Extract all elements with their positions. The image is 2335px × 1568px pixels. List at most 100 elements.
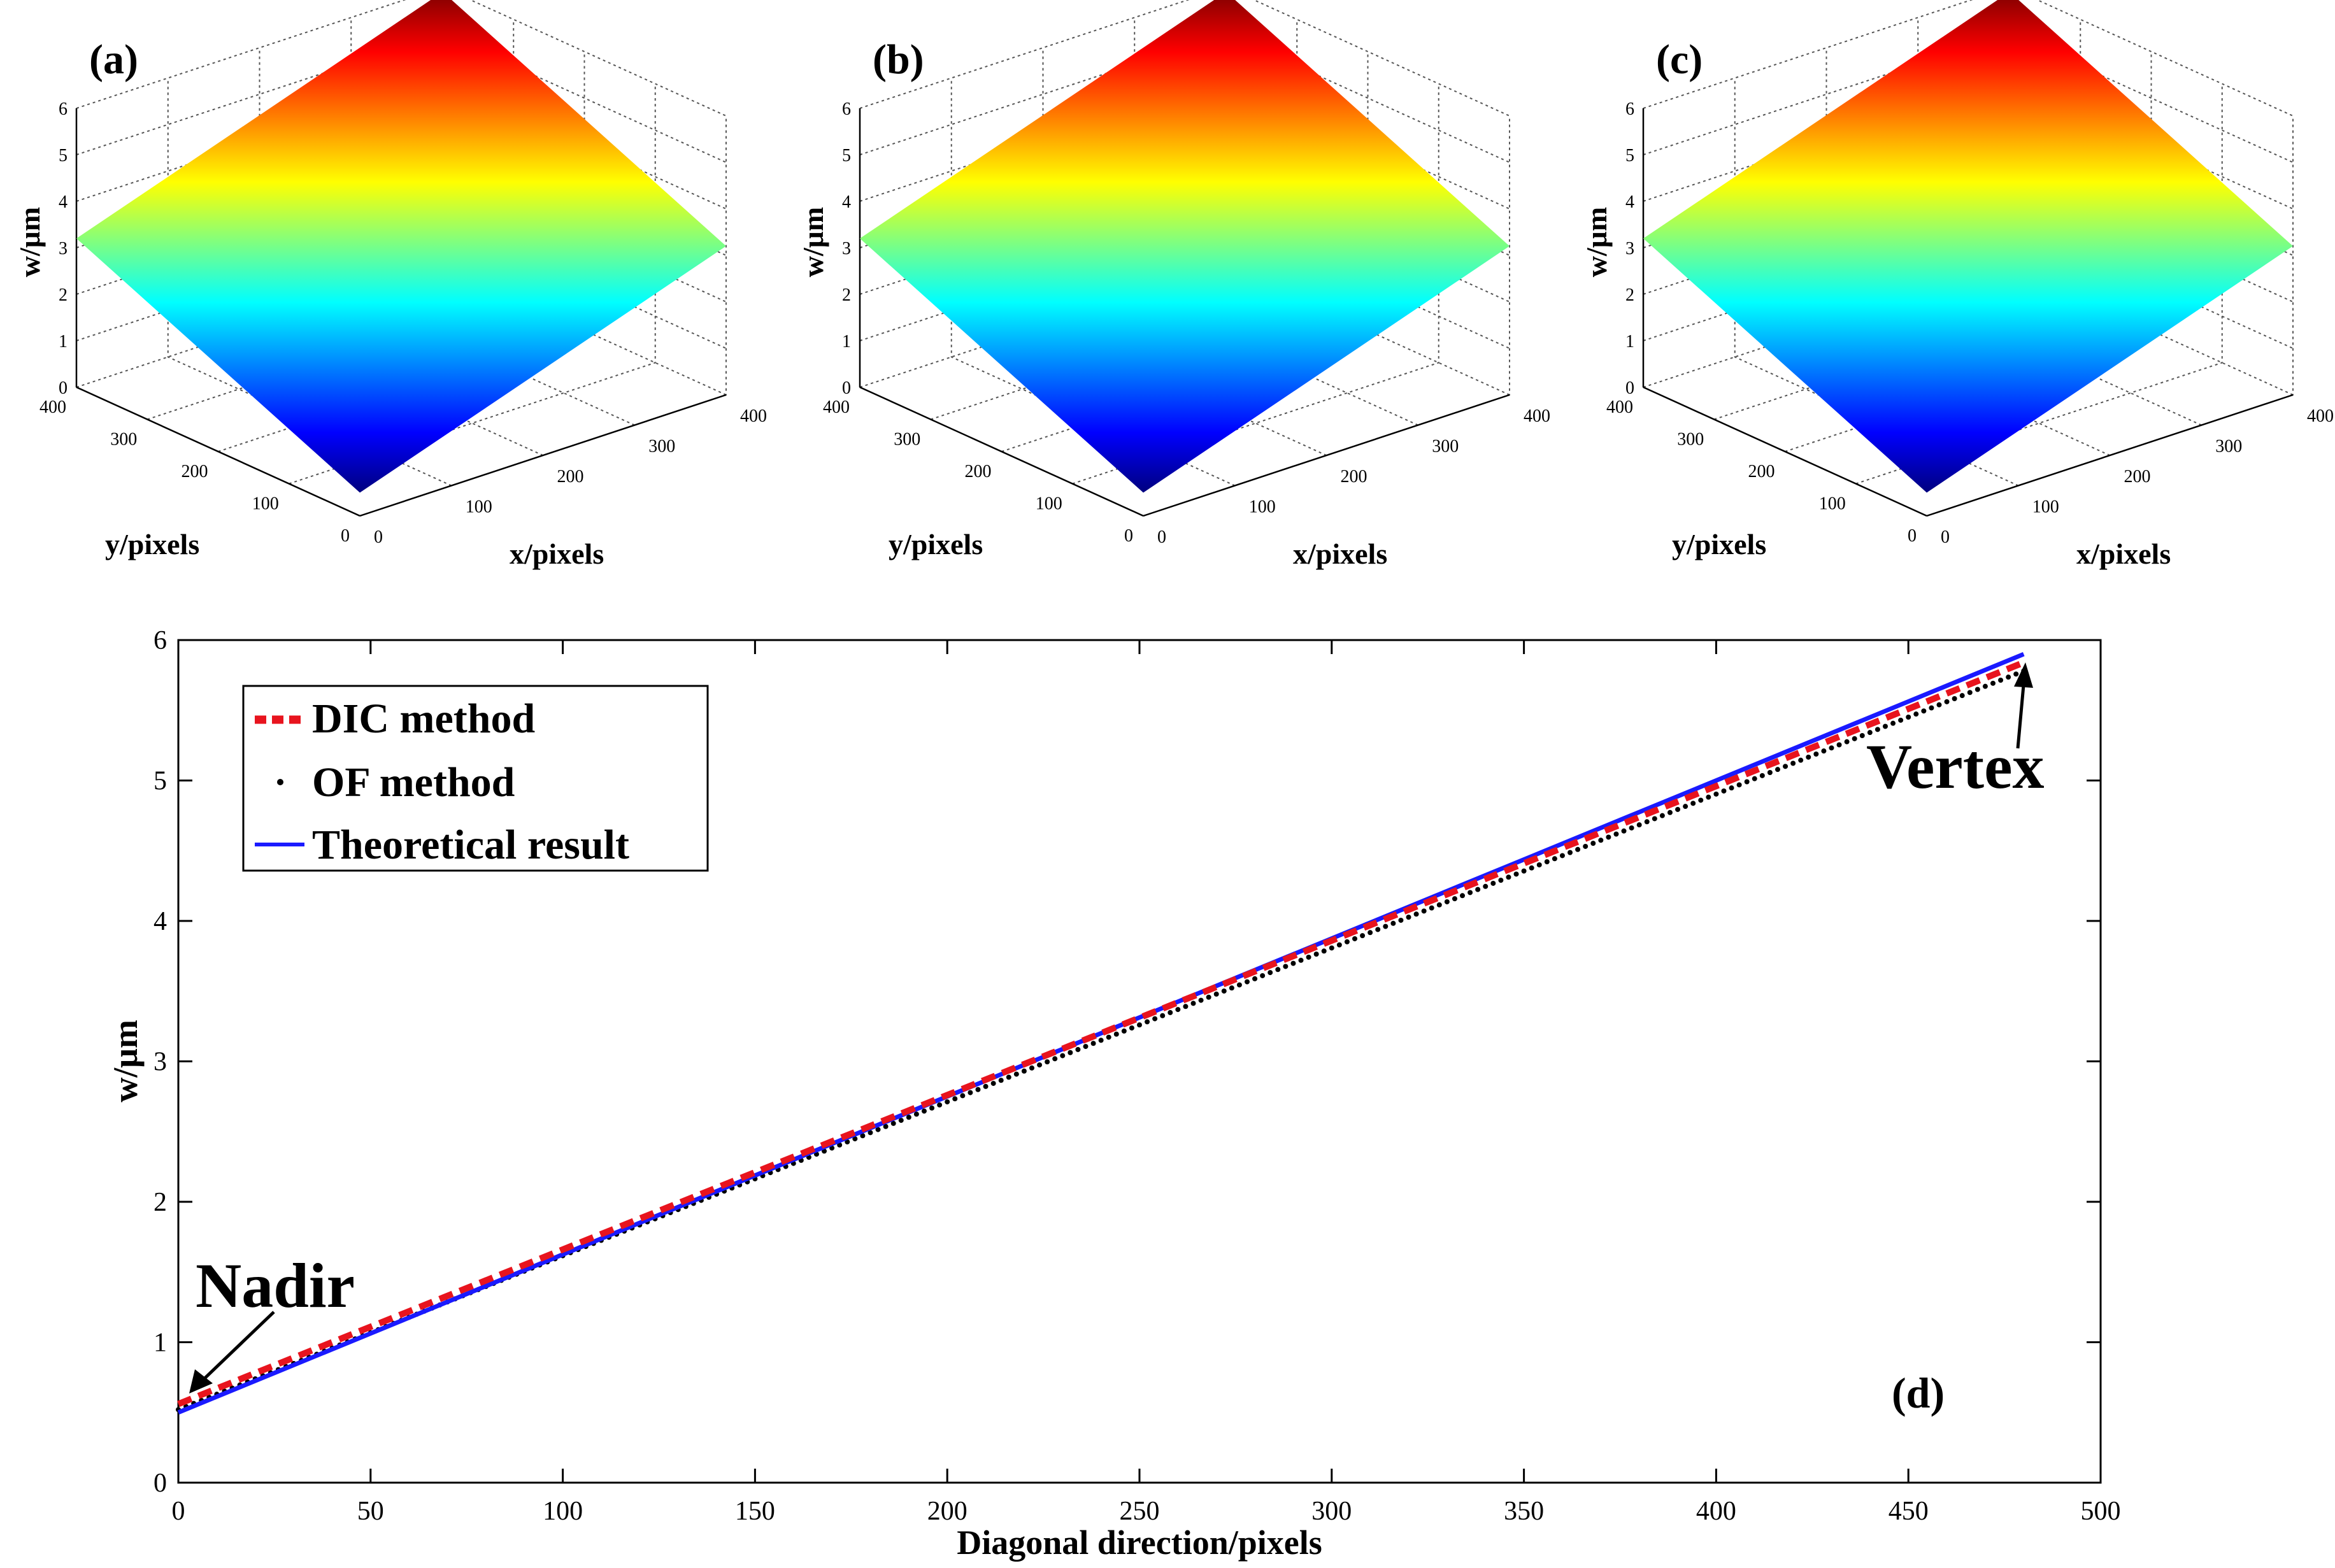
of-method-point xyxy=(1106,1034,1111,1040)
vertex-arrowhead xyxy=(2014,662,2033,688)
of-method-point xyxy=(1313,951,1319,957)
of-method-point xyxy=(1436,902,1442,908)
of-method-point xyxy=(1360,933,1366,939)
annotation-nadir: Nadir xyxy=(196,1250,355,1321)
x-tick-label: 400 xyxy=(1524,406,1550,426)
of-method-point xyxy=(1913,711,1919,717)
of-method-point xyxy=(1113,1031,1119,1037)
of-method-point xyxy=(1383,923,1389,929)
y-tick-label: 2 xyxy=(154,1188,167,1217)
y-axis xyxy=(76,386,361,517)
y-tick-label: 3 xyxy=(154,1048,167,1077)
of-method-point xyxy=(1621,828,1627,834)
z-tick-label: 6 xyxy=(1625,99,1634,119)
of-method-point xyxy=(868,1130,873,1136)
of-method-point xyxy=(1744,779,1750,785)
of-method-point xyxy=(1236,982,1242,988)
y-tick-label: 400 xyxy=(823,397,850,417)
of-method-point xyxy=(1083,1044,1089,1050)
z-tick-label: 0 xyxy=(1625,378,1634,398)
of-method-point xyxy=(1982,683,1988,689)
of-method-point xyxy=(1121,1028,1127,1034)
of-method-point xyxy=(1037,1062,1043,1068)
y-axis xyxy=(1643,386,1927,517)
of-method-point xyxy=(1336,942,1342,948)
of-method-point xyxy=(1882,723,1888,729)
of-method-point xyxy=(1329,945,1334,951)
of-method-point xyxy=(1090,1041,1096,1046)
y-tick-label: 200 xyxy=(1748,462,1775,481)
y-tick-label: 400 xyxy=(39,397,66,417)
of-method-point xyxy=(1552,856,1557,862)
of-method-point xyxy=(1606,834,1611,840)
x-tick-label: 200 xyxy=(2124,467,2151,487)
z-tick-label: 3 xyxy=(59,239,68,259)
data-series xyxy=(176,652,2027,1415)
of-method-point xyxy=(1683,804,1689,809)
z-tick-label: 3 xyxy=(842,239,851,259)
of-method-point xyxy=(1667,809,1673,815)
y-tick-label: 100 xyxy=(1036,494,1062,514)
of-method-point xyxy=(1206,994,1211,1000)
y-axis-label-c: y/pixels xyxy=(1672,528,1766,560)
y-axis-label-d: w/μm xyxy=(106,1020,145,1102)
of-method-point xyxy=(1013,1071,1019,1077)
z-tick-label: 3 xyxy=(1625,239,1634,259)
of-method-point xyxy=(1460,893,1466,899)
of-method-point xyxy=(1967,690,1973,695)
of-method-point xyxy=(1644,819,1650,825)
panel-label-d: (d) xyxy=(1892,1369,1945,1417)
x-tick-label: 400 xyxy=(2307,406,2334,426)
surface-mesh xyxy=(1643,0,2293,493)
y-tick-label: 300 xyxy=(110,430,137,450)
of-method-point xyxy=(1045,1059,1050,1065)
of-method-point xyxy=(1675,806,1681,812)
of-method-point xyxy=(1798,757,1804,763)
of-method-point xyxy=(1075,1046,1081,1052)
panel-label-b: (b) xyxy=(873,36,924,83)
x-tick-label: 400 xyxy=(740,406,767,426)
of-method-point xyxy=(1513,871,1519,877)
y-tick-label: 6 xyxy=(154,626,167,655)
of-method-point xyxy=(1974,687,1980,692)
z-tick-label: 2 xyxy=(842,285,851,305)
of-method-point xyxy=(1567,850,1573,855)
x-tick-label: 200 xyxy=(557,467,584,487)
of-method-point xyxy=(929,1105,935,1111)
y-tick-label: 0 xyxy=(1908,526,1917,546)
of-method-point xyxy=(1813,751,1819,757)
of-method-point xyxy=(1490,880,1496,886)
of-method-point xyxy=(1275,967,1281,973)
of-method-point xyxy=(1752,776,1757,781)
of-method-point xyxy=(1145,1019,1150,1025)
of-method-point xyxy=(1998,678,2004,683)
of-method-point xyxy=(952,1096,958,1102)
z-tick-label: 1 xyxy=(59,332,68,352)
y-axis xyxy=(859,386,1144,517)
of-method-point xyxy=(1498,878,1504,883)
of-method-point xyxy=(1829,745,1834,751)
of-method-point xyxy=(960,1093,966,1099)
of-method-point xyxy=(1467,890,1473,895)
of-method-point xyxy=(1475,887,1481,892)
of-method-point xyxy=(1006,1074,1011,1080)
of-method-point xyxy=(1175,1007,1181,1013)
of-method-point xyxy=(1821,748,1827,754)
of-method-point xyxy=(1168,1009,1173,1015)
of-method-point xyxy=(860,1133,866,1139)
panel-label-c: (c) xyxy=(1656,36,1703,83)
surface-plot-b: (b) w/μm x/pixels y/pixels 0 1 2 3 4 5 6 0 100 20… xyxy=(797,0,1550,570)
of-method-point xyxy=(1060,1053,1066,1058)
of-method-point xyxy=(2013,671,2019,677)
of-method-point xyxy=(1529,865,1534,871)
of-method-point xyxy=(1506,874,1511,880)
of-method-point xyxy=(1290,960,1296,966)
of-method-point xyxy=(1536,862,1542,867)
of-method-point xyxy=(1252,976,1258,981)
of-method-point xyxy=(1636,822,1642,828)
z-tick-label: 4 xyxy=(1625,192,1634,212)
y-tick-label: 200 xyxy=(182,462,208,481)
of-method-point xyxy=(1352,936,1358,941)
x-axis-label-d: Diagonal direction/pixels xyxy=(957,1523,1322,1562)
